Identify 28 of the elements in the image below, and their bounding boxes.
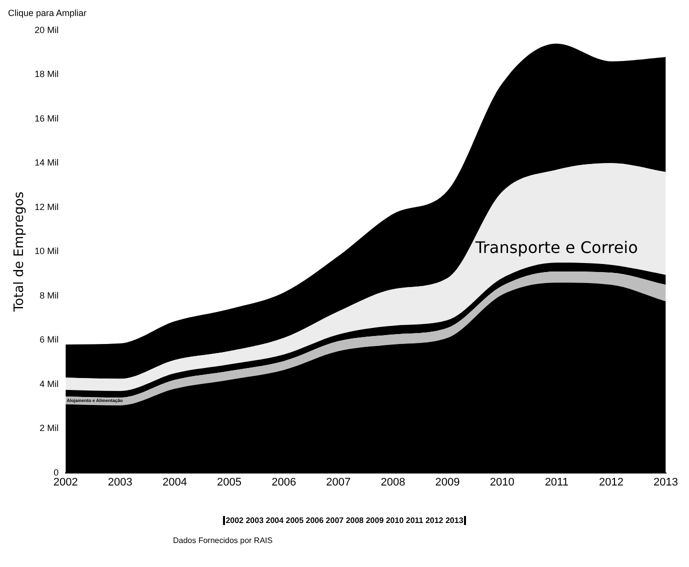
y-tick-label: 16 Mil: [34, 113, 59, 124]
x-tick-label: 2007: [326, 476, 351, 488]
text: Clique para Ampliar: [8, 8, 88, 20]
x-tick-label: 2013: [654, 476, 678, 488]
x-tick-label: 2006: [272, 476, 296, 488]
y-tick-label: 18 Mil: [34, 69, 59, 80]
y-tick-label: 8 Mil: [40, 290, 59, 300]
x-tick-label: 2005: [217, 476, 242, 488]
text: 2002 2003 2004 2005 2006 2007 2008 2009 2010 2011 2012 2013: [222, 516, 466, 525]
x-tick-label: 2010: [490, 476, 514, 488]
x-tick-label: 2008: [380, 476, 406, 488]
y-tick-label: 12 Mil: [34, 202, 59, 212]
y-tick-label: 6 Mil: [40, 334, 59, 345]
series-label: Transporte e Correio: [474, 238, 638, 257]
x-tick-label: 2003: [108, 476, 132, 488]
y-axis-title: Total de Empregos: [12, 191, 28, 313]
x-tick-label: 2012: [598, 476, 624, 488]
y-tick-label: 20 Mil: [34, 24, 59, 35]
x-tick-label: 2002: [53, 476, 78, 488]
x-tick-label: 2009: [435, 476, 460, 488]
y-tick-label: 10 Mil: [34, 246, 59, 256]
x-tick-label: 2004: [162, 476, 187, 488]
text: Dados Fornecidos por RAIS: [173, 536, 274, 545]
y-tick-label: 0: [54, 467, 59, 478]
y-tick-label: 14 Mil: [34, 158, 59, 168]
y-tick-label: 2 Mil: [40, 423, 59, 434]
y-tick-label: 4 Mil: [40, 378, 59, 389]
x-tick-label: 2011: [544, 476, 568, 488]
